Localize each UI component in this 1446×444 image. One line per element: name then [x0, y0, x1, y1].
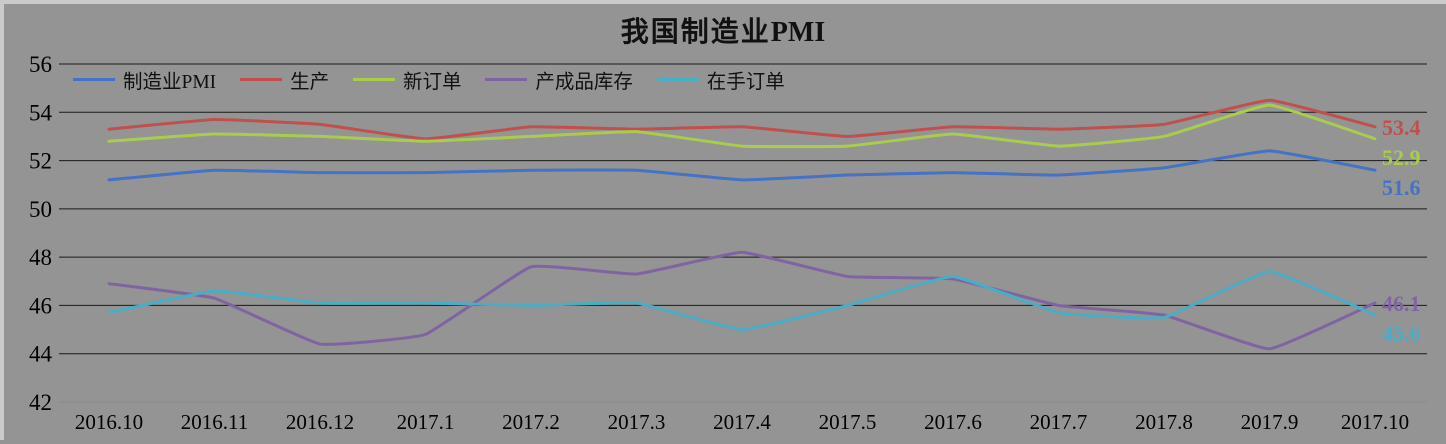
svg-text:2016.11: 2016.11 — [181, 410, 248, 434]
svg-text:53.4: 53.4 — [1382, 115, 1421, 140]
svg-text:2017.4: 2017.4 — [713, 410, 771, 434]
svg-text:44: 44 — [29, 342, 53, 367]
svg-text:2017.6: 2017.6 — [924, 410, 982, 434]
svg-text:42: 42 — [29, 390, 52, 415]
svg-text:2017.3: 2017.3 — [608, 410, 666, 434]
svg-text:52.9: 52.9 — [1382, 145, 1421, 170]
svg-text:2017.7: 2017.7 — [1030, 410, 1088, 434]
svg-text:45.6: 45.6 — [1382, 321, 1421, 346]
svg-text:2017.2: 2017.2 — [502, 410, 560, 434]
svg-text:51.6: 51.6 — [1382, 175, 1421, 200]
svg-text:52: 52 — [29, 149, 52, 174]
svg-text:2017.8: 2017.8 — [1135, 410, 1193, 434]
svg-text:56: 56 — [29, 52, 52, 77]
svg-text:2017.1: 2017.1 — [397, 410, 455, 434]
svg-text:2017.9: 2017.9 — [1241, 410, 1299, 434]
svg-text:2016.10: 2016.10 — [75, 410, 143, 434]
svg-text:50: 50 — [29, 197, 52, 222]
svg-text:46: 46 — [29, 293, 52, 318]
svg-text:2017.5: 2017.5 — [819, 410, 877, 434]
svg-text:54: 54 — [29, 100, 53, 125]
svg-text:2016.12: 2016.12 — [286, 410, 354, 434]
svg-text:46.1: 46.1 — [1382, 291, 1421, 316]
svg-text:2017.10: 2017.10 — [1341, 410, 1409, 434]
svg-text:48: 48 — [29, 245, 52, 270]
